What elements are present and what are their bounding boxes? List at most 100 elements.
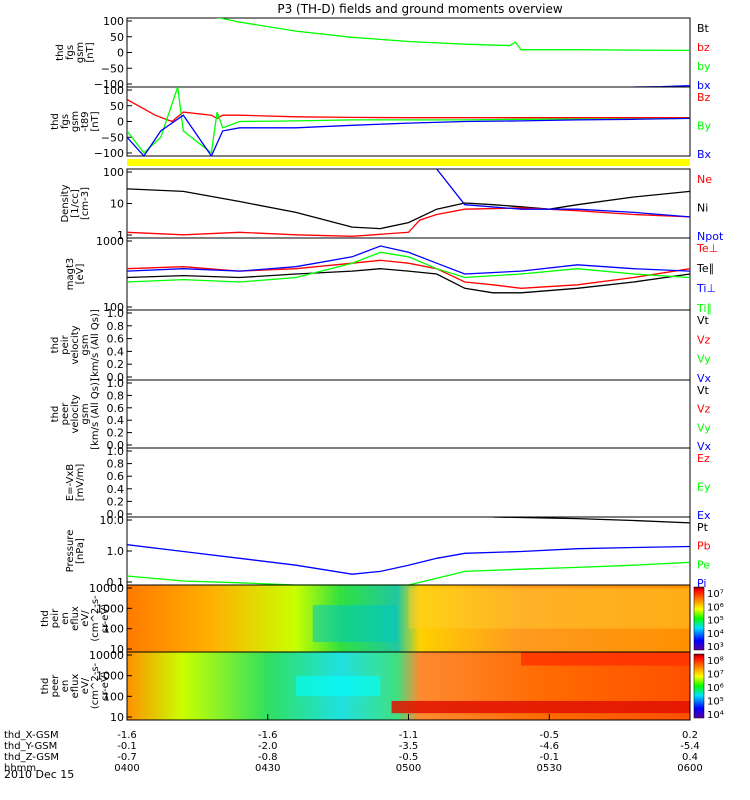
legend-entry: Vx (697, 372, 712, 385)
y-tick-label: 0.8 (107, 389, 125, 402)
y-tick-label: 0.4 (107, 483, 125, 496)
legend-entry: Ne (697, 173, 712, 186)
legend-entry: Pt (697, 521, 709, 534)
panel-frame (126, 168, 691, 239)
y-axis-label: peir (60, 334, 71, 354)
y-axis-label: thd (50, 406, 61, 423)
y-tick-label: 100 (103, 84, 124, 97)
y-axis-label: -t89 (80, 111, 91, 131)
y-tick-label: −50 (101, 131, 124, 144)
y-tick-label: 1.0 (107, 545, 125, 558)
panel-pressure: 10.0 1.0 0.1 Pressure [nPa] Pt Pb Pe Pi (65, 514, 711, 590)
colorbar-tick-label: 10⁷ (707, 670, 724, 681)
y-axis-label: peer (50, 674, 61, 698)
colorbar-tick-label: 10⁵ (707, 697, 724, 708)
legend-entry: Npot (697, 230, 724, 243)
y-axis-label: magt3 (65, 258, 76, 291)
time-axis-value: 0500 (396, 763, 421, 774)
y-tick-label: 1000 (96, 670, 124, 683)
series-line (127, 87, 690, 155)
series-line (492, 517, 690, 524)
legend-entry: Ti⊥ (696, 282, 716, 295)
colorbar-tick-label: 10⁴ (707, 629, 724, 640)
y-axis-label: fgs (60, 114, 71, 129)
y-axis-label: gsm (80, 334, 91, 355)
y-tick-label: 50 (110, 100, 124, 113)
y-axis-label: [nPa] (75, 538, 86, 564)
y-axis-label: [1/cc] (70, 189, 81, 218)
series-line (127, 207, 690, 237)
time-axis-value: 0430 (255, 763, 280, 774)
y-axis-label: thd (50, 113, 61, 130)
y-tick-label: 100 (103, 15, 124, 28)
y-tick-label: 0 (117, 116, 124, 129)
y-tick-label: −50 (101, 62, 124, 75)
time-axis-value: -0.1 (117, 741, 137, 752)
legend-entry: Pi (697, 577, 706, 590)
legend-entry: Vy (697, 353, 711, 366)
series-line (217, 18, 690, 52)
spectrogram-band-mid (312, 605, 398, 642)
time-axis-value: -1.1 (399, 730, 419, 741)
legend-entry: Ni (697, 202, 708, 215)
y-tick-label: 1.0 (107, 445, 125, 458)
series-line (127, 268, 690, 294)
y-tick-label: −100 (94, 78, 124, 91)
series-line (127, 114, 690, 156)
colorbar-tick-label: 10⁵ (707, 616, 724, 627)
y-axis-label: thd (55, 44, 66, 61)
legend-entry: Te⊥ (696, 242, 718, 255)
legend-entry: Ex (697, 509, 711, 522)
time-axis-row-label: thd_Y-GSM (4, 741, 57, 752)
y-tick-label: 0.4 (107, 414, 125, 427)
series-line (127, 98, 690, 123)
time-axis-value: 0.4 (682, 752, 698, 763)
y-axis-label: eflux (70, 606, 81, 631)
y-axis-label: [eV] (75, 264, 86, 285)
legend-entry: Vt (697, 384, 710, 397)
y-tick-label: 10000 (89, 649, 124, 662)
y-tick-label: 10 (110, 711, 124, 724)
y-axis-label: gsm (80, 403, 91, 424)
panel-temp: 1000 100 magt3 [eV] Te⊥ Te∥ Ti⊥ Ti∥ (65, 235, 718, 315)
y-axis-label: [nT] (85, 42, 96, 62)
y-axis-label: (cm^2-s- (90, 662, 101, 709)
legend-entry: Vz (697, 333, 711, 346)
y-axis-label: eflux (70, 674, 81, 699)
time-axis-value: -0.5 (539, 730, 559, 741)
series-line (127, 188, 690, 230)
y-tick-label: 0.1 (107, 576, 125, 589)
spectrogram-band-high (521, 652, 690, 666)
y-tick-label: 100 (103, 623, 124, 636)
panel-frame (126, 309, 691, 381)
time-axis-value: -4.6 (539, 741, 559, 752)
panel-peir_v: 1.00.80.60.40.20.0 thd peir velocity gsm [km/… (50, 307, 712, 385)
time-axis-value: -0.5 (399, 752, 419, 763)
y-tick-label: 0 (117, 47, 124, 60)
time-axis: thd_X-GSM -1.6 -1.6 -1.1 -0.5 0.2 thd_Y-GSM -0.… (4, 714, 703, 774)
time-axis-row-label: thd_X-GSM (4, 730, 59, 741)
y-tick-label: 1000 (96, 602, 124, 615)
panel-fgs_t89: 100 50 0 −50 −100 thd fgs gsm -t89 [nT] Bz By Bx (50, 84, 712, 161)
legend-entry: Bx (697, 148, 712, 161)
legend-entry: Ez (697, 452, 710, 465)
legend-entry: By (697, 120, 712, 133)
panel-frame (126, 379, 691, 449)
y-tick-label: 0.6 (107, 402, 125, 415)
time-axis-value: -0.8 (258, 752, 278, 763)
y-axis-label: en (60, 680, 71, 693)
panel-frame (126, 17, 691, 88)
y-tick-label: 0.6 (107, 470, 125, 483)
series-line (127, 245, 690, 275)
time-axis-value: -1.6 (258, 730, 278, 741)
y-tick-label: 0.0 (107, 508, 125, 521)
y-axis-label: velocity (70, 394, 81, 433)
time-axis-value: -0.7 (117, 752, 137, 763)
y-axis-label: sr-eV) (100, 671, 111, 700)
colorbar-tick-label: 10³ (707, 642, 724, 653)
series-line (436, 169, 690, 218)
spectrogram-band-mid (295, 675, 381, 697)
y-axis-label: [nT] (90, 111, 101, 131)
colorbar-tick-label: 10⁶ (707, 683, 724, 694)
